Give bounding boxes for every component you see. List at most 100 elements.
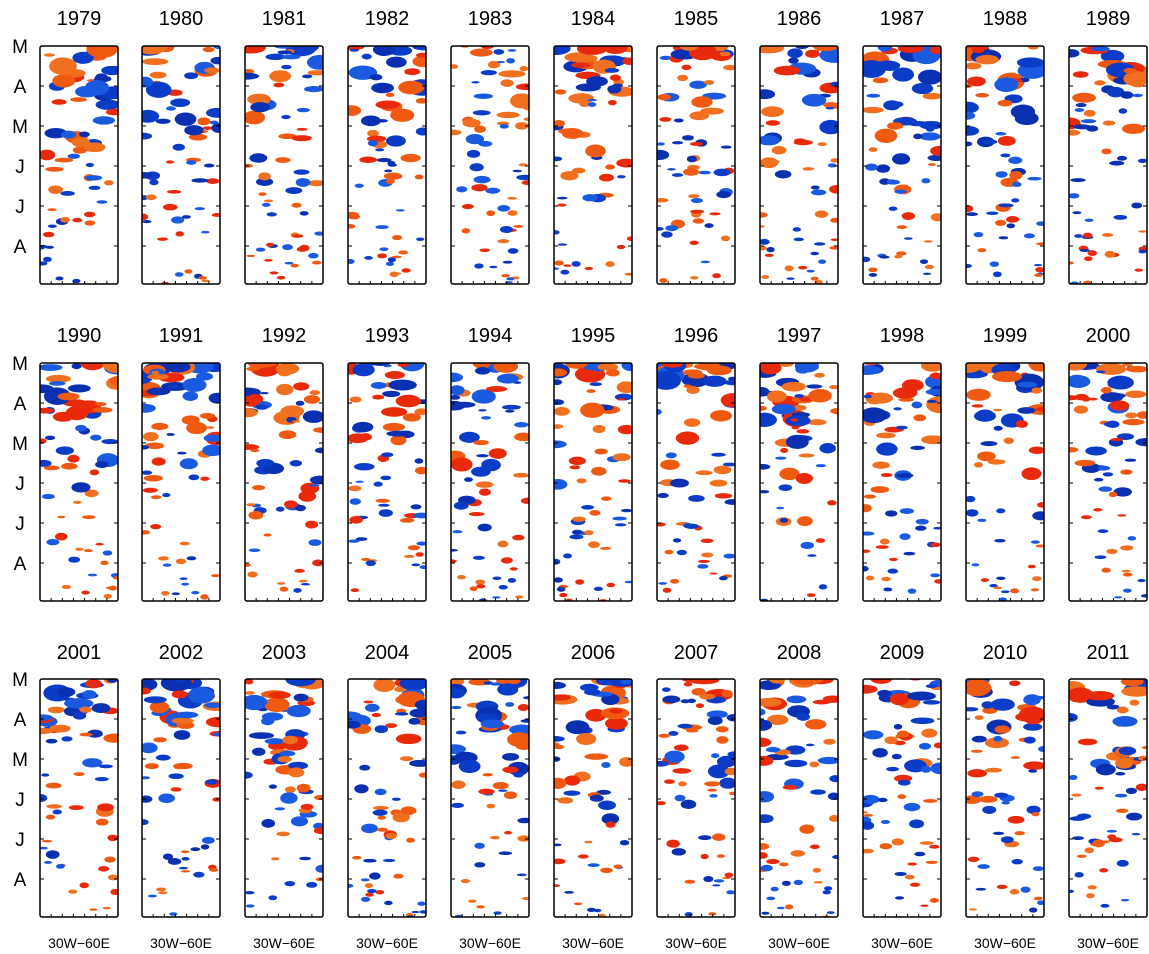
anomaly-blob	[586, 389, 596, 393]
anomaly-blob	[666, 839, 680, 848]
anomaly-blob	[1070, 178, 1086, 183]
anomaly-blob	[925, 388, 941, 396]
anomaly-blob	[1097, 465, 1111, 471]
anomaly-blob	[88, 185, 101, 190]
anomaly-blob	[245, 563, 252, 567]
anomaly-blob	[507, 578, 517, 583]
anomaly-blob	[45, 814, 56, 820]
anomaly-blob	[100, 560, 109, 566]
anomaly-blob	[606, 582, 616, 588]
anomaly-blob	[930, 145, 941, 156]
anomaly-blob	[512, 534, 525, 541]
anomaly-blob	[414, 174, 424, 180]
anomaly-blob	[394, 712, 409, 716]
anomaly-blob	[657, 801, 666, 806]
anomaly-blob	[876, 164, 891, 173]
anomaly-blob	[418, 772, 426, 778]
anomaly-blob	[284, 261, 294, 265]
anomaly-blob	[792, 227, 802, 232]
anomaly-blob	[760, 864, 773, 872]
anomaly-blob	[805, 49, 820, 58]
anomaly-blob	[982, 706, 998, 714]
anomaly-blob	[781, 880, 791, 886]
anomaly-blob	[387, 257, 396, 263]
anomaly-blob	[103, 733, 118, 743]
anomaly-blob	[823, 738, 836, 745]
anomaly-blob	[966, 509, 979, 517]
anomaly-blob	[996, 576, 1006, 580]
anomaly-blob	[142, 470, 153, 475]
anomaly-blob	[989, 584, 998, 588]
anomaly-blob	[279, 586, 289, 592]
anomaly-blob	[605, 821, 616, 828]
anomaly-blob	[415, 552, 424, 557]
anomaly-blob	[1076, 854, 1087, 858]
anomaly-blob	[767, 714, 789, 725]
anomaly-blob	[589, 510, 601, 516]
panel-title: 1999	[983, 325, 1028, 347]
anomaly-blob	[1017, 407, 1036, 414]
anomaly-blob	[280, 405, 305, 418]
anomaly-blob	[61, 462, 78, 470]
anomaly-blob	[1108, 491, 1118, 497]
anomaly-blob	[903, 802, 921, 812]
anomaly-blob	[889, 693, 909, 706]
anomaly-blob	[554, 267, 559, 270]
anomaly-blob	[980, 441, 998, 447]
anomaly-blob	[398, 80, 425, 95]
anomaly-blob	[40, 793, 48, 803]
anomaly-blob	[507, 49, 517, 52]
anomaly-blob	[584, 688, 601, 696]
anomaly-blob	[819, 119, 838, 135]
anomaly-blob	[1076, 813, 1092, 820]
anomaly-blob	[977, 248, 987, 253]
anomaly-blob	[879, 255, 890, 259]
anomaly-blob	[827, 500, 837, 506]
anomaly-blob	[906, 691, 936, 701]
anomaly-blob	[383, 858, 396, 863]
anomaly-blob	[71, 363, 82, 370]
anomaly-blob	[994, 725, 1011, 734]
anomaly-blob	[1010, 588, 1019, 594]
anomaly-blob	[510, 93, 529, 109]
anomaly-blob	[1011, 858, 1023, 865]
anomaly-blob	[282, 244, 293, 251]
anomaly-blob	[473, 93, 493, 99]
anomaly-blob	[607, 84, 622, 94]
anomaly-blob	[173, 730, 191, 740]
anomaly-blob	[569, 534, 584, 540]
anomaly-blob	[709, 794, 718, 798]
anomaly-blob	[657, 93, 671, 101]
anomaly-blob	[723, 553, 735, 559]
anomaly-blob	[285, 679, 316, 687]
anomaly-blob	[1026, 805, 1041, 814]
anomaly-blob	[554, 742, 561, 749]
anomaly-blob	[245, 904, 255, 908]
anomaly-blob	[1116, 155, 1128, 161]
anomaly-blob	[556, 586, 566, 592]
anomaly-blob	[167, 858, 182, 865]
anomaly-blob	[992, 271, 1002, 278]
anomaly-blob	[1116, 808, 1129, 813]
anomaly-blob	[554, 440, 567, 449]
anomaly-blob	[451, 802, 464, 808]
anomaly-blob	[391, 797, 401, 801]
anomaly-blob	[60, 216, 71, 223]
anomaly-blob	[372, 394, 385, 400]
anomaly-blob	[247, 93, 271, 105]
anomaly-blob	[264, 738, 285, 745]
anomaly-blob	[451, 549, 458, 552]
anomaly-blob	[181, 582, 190, 586]
anomaly-blob	[184, 269, 193, 274]
anomaly-blob	[497, 683, 519, 696]
anomaly-blob	[1034, 273, 1043, 277]
panel-frame	[141, 45, 221, 285]
anomaly-blob	[1069, 447, 1079, 453]
anomaly-blob	[1083, 109, 1096, 117]
anomaly-blob	[690, 198, 703, 204]
anomaly-blob	[1109, 160, 1125, 166]
panel-field	[348, 363, 426, 593]
anomaly-blob	[604, 68, 620, 73]
anomaly-blob	[866, 93, 881, 98]
anomaly-blob	[1125, 787, 1138, 795]
